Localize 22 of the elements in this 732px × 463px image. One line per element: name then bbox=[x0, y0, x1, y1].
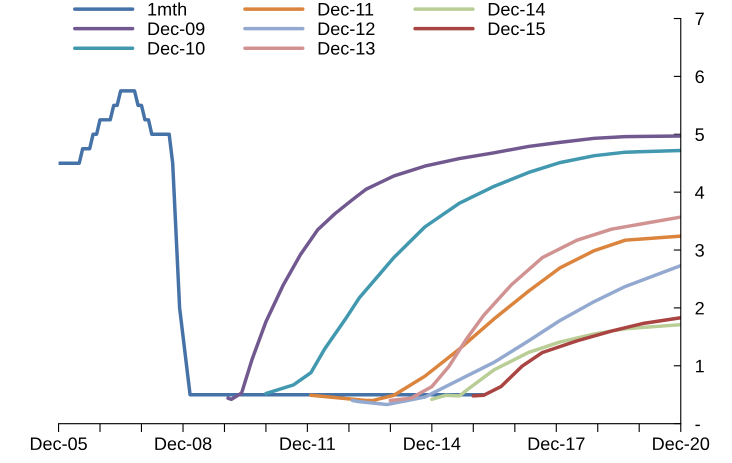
x-tick-label: Dec-05 bbox=[30, 437, 87, 450]
legend-label: Dec-15 bbox=[488, 22, 545, 36]
x-tick-label: Dec-14 bbox=[404, 438, 460, 450]
legend-label: 1mth bbox=[148, 2, 186, 16]
y-tick-label: - bbox=[695, 424, 700, 426]
x-tick-label: Dec-08 bbox=[155, 437, 212, 450]
y-tick-label: 7 bbox=[696, 12, 704, 26]
y-tick-label: 5 bbox=[695, 128, 704, 141]
y-tick-label: 6 bbox=[696, 70, 704, 84]
legend-label: Dec-13 bbox=[318, 42, 375, 55]
x-tick-label: Dec-17 bbox=[528, 438, 584, 450]
y-tick-label: 4 bbox=[695, 186, 704, 199]
x-tick-label: Dec-20 bbox=[653, 437, 710, 450]
x-tick-label: Dec-11 bbox=[280, 438, 335, 450]
y-tick-label: 1 bbox=[696, 360, 704, 372]
legend-label: Dec-11 bbox=[318, 3, 374, 16]
y-tick-label: 2 bbox=[696, 302, 704, 314]
y-tick-label: 3 bbox=[695, 244, 704, 257]
legend-label: Dec-10 bbox=[148, 42, 205, 55]
legend-label: Dec-09 bbox=[148, 22, 204, 36]
legend-label: Dec-14 bbox=[488, 3, 545, 16]
legend-label: Dec-12 bbox=[318, 22, 374, 36]
